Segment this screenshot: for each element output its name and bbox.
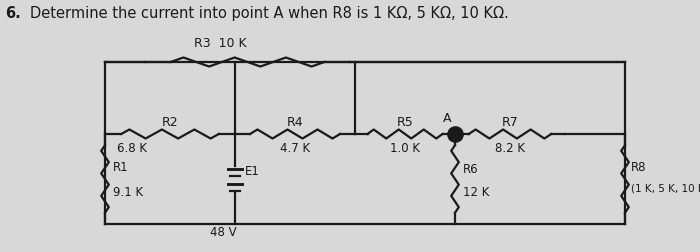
Text: A: A: [442, 112, 452, 124]
Text: 48 V: 48 V: [210, 225, 237, 238]
Text: E1: E1: [245, 165, 260, 178]
Text: R2: R2: [162, 115, 178, 129]
Text: 6.: 6.: [5, 6, 21, 21]
Text: 12 K: 12 K: [463, 185, 489, 198]
Text: R8: R8: [631, 160, 647, 173]
Text: 4.7 K: 4.7 K: [280, 141, 310, 154]
Text: R4: R4: [287, 115, 303, 129]
Text: Determine the current into point A when R8 is 1 KΩ, 5 KΩ, 10 KΩ.: Determine the current into point A when …: [30, 6, 509, 21]
Text: R1: R1: [113, 160, 129, 173]
Text: R5: R5: [397, 115, 414, 129]
Text: 1.0 K: 1.0 K: [390, 141, 420, 154]
Text: 8.2 K: 8.2 K: [495, 141, 525, 154]
Text: 6.8 K: 6.8 K: [117, 141, 147, 154]
Text: 9.1 K: 9.1 K: [113, 185, 143, 198]
Text: R6: R6: [463, 162, 479, 175]
Text: (1 K, 5 K, 10 K): (1 K, 5 K, 10 K): [631, 183, 700, 193]
Text: R7: R7: [502, 115, 519, 129]
Text: R3  10 K: R3 10 K: [194, 37, 246, 50]
